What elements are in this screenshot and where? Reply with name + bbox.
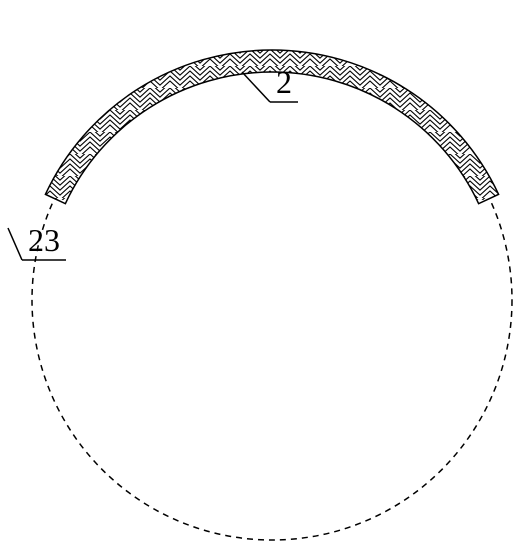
diagram-canvas <box>0 0 528 552</box>
label-2-leader <box>242 72 270 102</box>
label-2: 2 <box>276 64 292 101</box>
label-23: 23 <box>28 222 60 259</box>
label-23-leader <box>8 228 22 260</box>
arc-band-hatch <box>0 0 528 200</box>
